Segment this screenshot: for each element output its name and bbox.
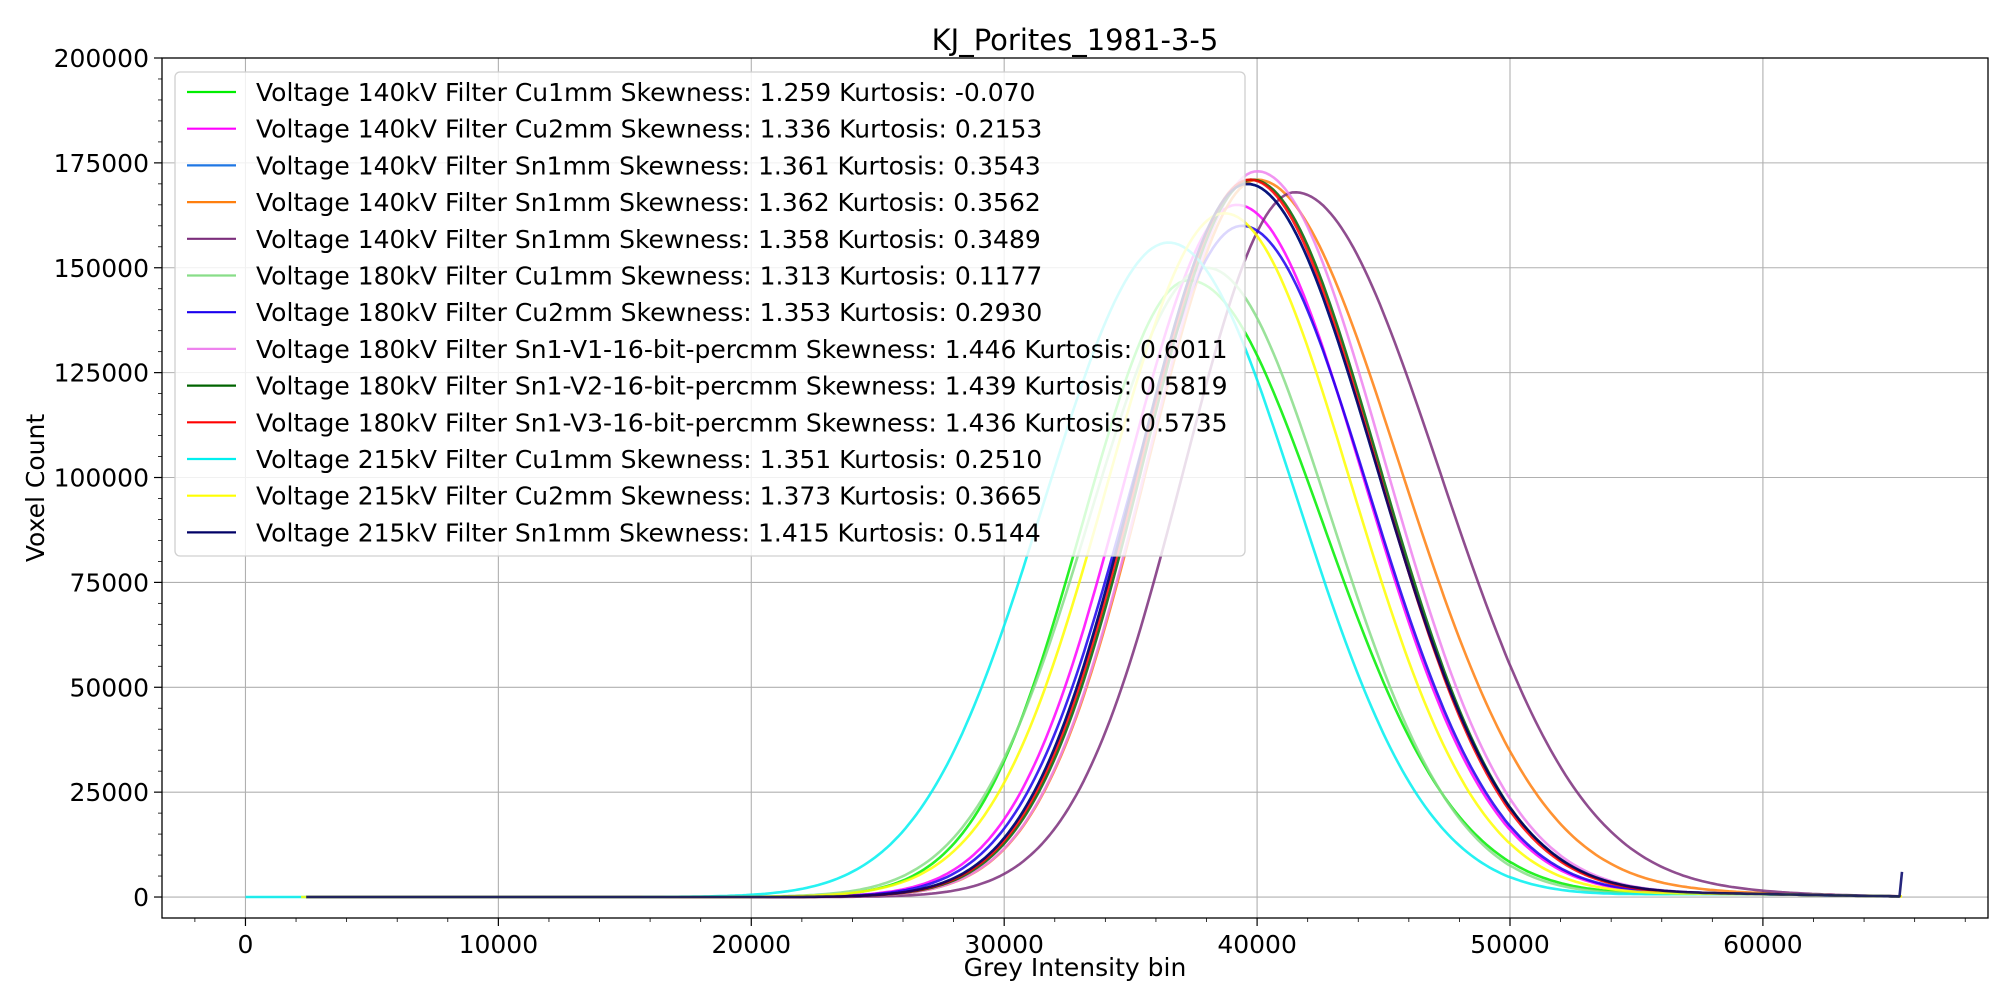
legend-entry: Voltage 215kV Filter Sn1mm Skewness: 1.4… <box>256 518 1041 547</box>
legend: Voltage 140kV Filter Cu1mm Skewness: 1.2… <box>174 71 1246 557</box>
legend-entry: Voltage 180kV Filter Sn1-V3-16-bit-percm… <box>256 408 1228 437</box>
legend-entry: Voltage 140kV Filter Cu2mm Skewness: 1.3… <box>256 115 1042 144</box>
legend-entry: Voltage 215kV Filter Cu1mm Skewness: 1.3… <box>256 445 1042 474</box>
legend-entry: Voltage 180kV Filter Sn1-V2-16-bit-percm… <box>256 372 1228 401</box>
x-tick-label: 50000 <box>1470 930 1550 959</box>
y-tick-label: 175000 <box>54 149 149 178</box>
legend-box <box>174 71 1246 557</box>
y-tick-label: 100000 <box>54 464 149 493</box>
y-tick-label: 150000 <box>54 254 149 283</box>
x-axis-label: Grey Intensity bin <box>964 953 1187 982</box>
y-tick-label: 50000 <box>69 673 149 702</box>
legend-entry: Voltage 140kV Filter Cu1mm Skewness: 1.2… <box>256 78 1035 107</box>
y-axis-label: Voxel Count <box>21 414 50 562</box>
y-tick-label: 75000 <box>69 568 149 597</box>
x-tick-label: 60000 <box>1723 930 1803 959</box>
legend-entry: Voltage 140kV Filter Sn1mm Skewness: 1.3… <box>256 188 1041 217</box>
x-tick-label: 30000 <box>964 930 1044 959</box>
y-tick-label: 200000 <box>54 44 149 73</box>
series-line <box>306 182 1904 899</box>
legend-entry: Voltage 140kV Filter Sn1mm Skewness: 1.3… <box>256 225 1041 254</box>
legend-entry: Voltage 140kV Filter Sn1mm Skewness: 1.3… <box>256 151 1041 180</box>
tick-layer: 0 10000 20000 30000 40000 50000 60000 0 25000 500… <box>54 44 1966 959</box>
legend-entry: Voltage 180kV Filter Cu1mm Skewness: 1.3… <box>256 262 1042 291</box>
legend-entry: Voltage 215kV Filter Cu2mm Skewness: 1.3… <box>256 482 1042 511</box>
x-tick-label: 20000 <box>712 930 792 959</box>
legend-entry: Voltage 180kV Filter Sn1-V1-16-bit-percm… <box>256 335 1228 364</box>
x-tick-label: 0 <box>238 930 254 959</box>
y-tick-label: 0 <box>133 883 149 912</box>
chart-title: KJ_Porites_1981-3-5 <box>932 23 1219 57</box>
y-tick-label: 25000 <box>69 778 149 807</box>
legend-entry: Voltage 180kV Filter Cu2mm Skewness: 1.3… <box>256 298 1042 327</box>
plot-frame <box>161 57 1989 919</box>
x-tick-label: 10000 <box>459 930 539 959</box>
x-tick-label: 40000 <box>1217 930 1297 959</box>
y-tick-label: 125000 <box>54 359 149 388</box>
